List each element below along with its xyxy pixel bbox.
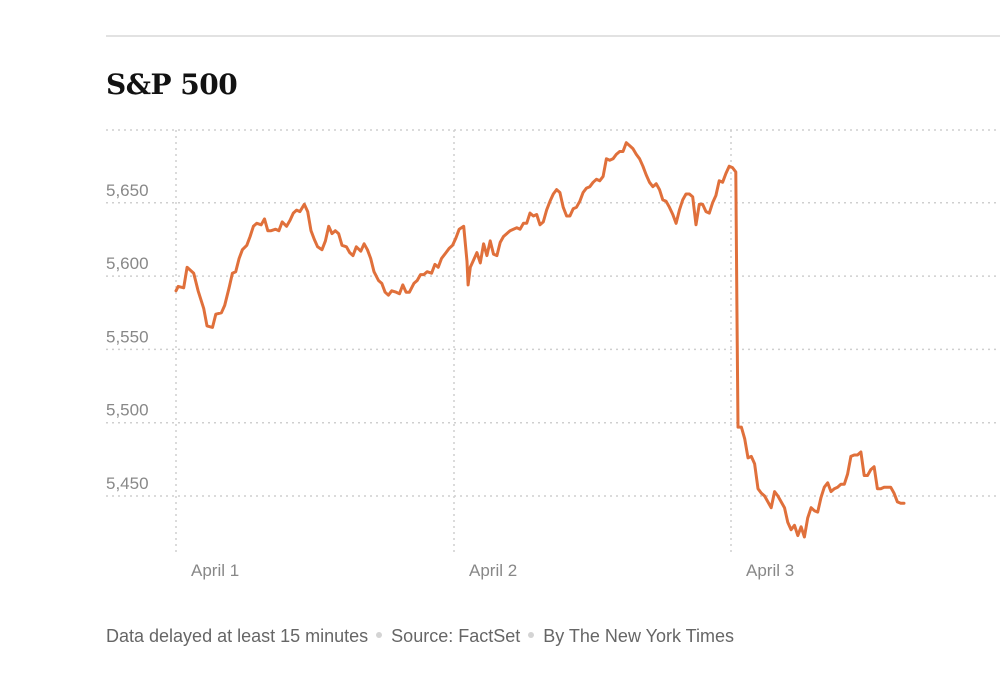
x-tick-label: April 3: [746, 561, 794, 580]
y-tick-label: 5,500: [106, 401, 149, 420]
y-tick-label: 5,600: [106, 254, 149, 273]
y-tick-label: 5,650: [106, 181, 149, 200]
chart-title: S&P 500: [106, 68, 238, 101]
top-divider: [106, 35, 1000, 37]
separator-dot: [376, 632, 383, 639]
x-axis-tick-labels: April 1 April 2 April 3: [191, 561, 794, 580]
x-tick-label: April 1: [191, 561, 239, 580]
separator-dot: [528, 632, 535, 639]
y-axis-tick-labels: 5,450 5,500 5,550 5,600 5,650: [106, 181, 149, 493]
delay-note: Data delayed at least 15 minutes: [106, 626, 369, 646]
x-tick-label: April 2: [469, 561, 517, 580]
y-tick-label: 5,450: [106, 474, 149, 493]
vertical-gridlines: [175, 130, 732, 555]
y-tick-label: 5,550: [106, 327, 149, 346]
byline: By The New York Times: [543, 626, 734, 646]
chart-footer: Data delayed at least 15 minutes Source: …: [106, 626, 734, 647]
horizontal-gridlines: [106, 129, 1000, 497]
series-line: [174, 141, 906, 539]
source-credit: Source: FactSet: [391, 626, 521, 646]
